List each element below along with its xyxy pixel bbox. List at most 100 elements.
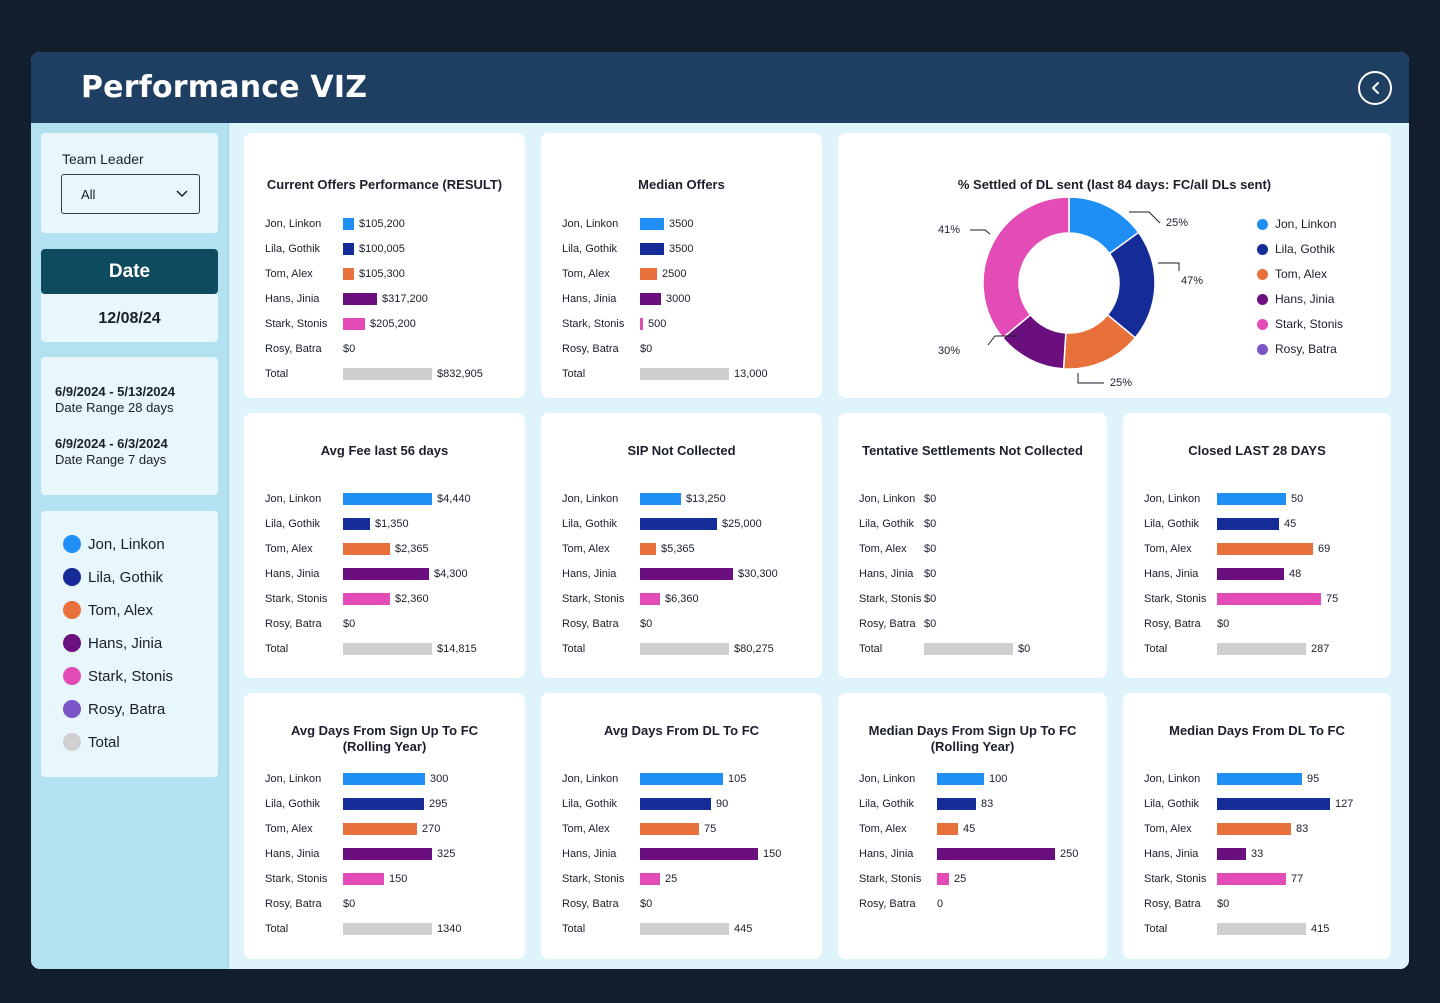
range-dates: 6/9/2024 - 6/3/2024 (55, 436, 168, 451)
row-label: Stark, Stonis (265, 593, 328, 605)
chart-row: Hans, Jinia $4,300 (265, 567, 516, 581)
team-leader-label: Team Leader (62, 151, 144, 167)
bar-value-label: 415 (1311, 923, 1330, 935)
date-panel: 12/08/24 (41, 294, 218, 342)
bar-value-label: 69 (1318, 543, 1331, 555)
row-label: Jon, Linkon (1144, 773, 1201, 785)
legend-label: Jon, Linkon (1275, 217, 1337, 231)
bar-value-label: 25 (665, 873, 678, 885)
chart-bar (1217, 873, 1286, 885)
chart-title: Avg Fee last 56 days (320, 443, 449, 458)
chart-title: Median Days From Sign Up To FC (Rolling … (868, 723, 1077, 754)
chart-row: Stark, Stonis 25 (859, 872, 1098, 886)
legend-dot-icon (63, 667, 81, 685)
row-label: Rosy, Batra (1144, 618, 1201, 630)
chart-row: Total $80,275 (562, 642, 813, 656)
chart-row: Stark, Stonis $2,360 (265, 592, 516, 606)
bar-value-label: $105,200 (359, 218, 405, 230)
chart-row: Lila, Gothik 295 (265, 797, 516, 811)
chart-bar (343, 848, 432, 860)
legend-label: Hans, Jinia (88, 634, 163, 652)
row-label: Rosy, Batra (265, 618, 322, 630)
bar-value-label: $832,905 (437, 368, 483, 380)
chart-bar (343, 773, 425, 785)
chart-bar (343, 873, 384, 885)
chart-bar (640, 823, 699, 835)
bar-value-label: 45 (963, 823, 976, 835)
team-leader-dropdown[interactable]: All (61, 174, 200, 214)
bar-value-label: $0 (924, 543, 937, 555)
chart-bar (640, 848, 758, 860)
chart-row: Lila, Gothik 90 (562, 797, 813, 811)
row-label: Rosy, Batra (562, 343, 619, 355)
chart-row: Stark, Stonis 25 (562, 872, 813, 886)
chart-row: Hans, Jinia 33 (1144, 847, 1382, 861)
chart-row: Hans, Jinia 3000 (562, 292, 813, 306)
chart-row: Lila, Gothik $1,350 (265, 517, 516, 531)
row-label: Jon, Linkon (265, 773, 322, 785)
chart-bar (640, 568, 733, 580)
legend-dot-icon (63, 700, 81, 718)
legend-dot-icon (1257, 218, 1268, 230)
row-label: Stark, Stonis (1144, 593, 1207, 605)
chart-row: Total 13,000 (562, 367, 813, 381)
chart-row: Jon, Linkon 50 (1144, 492, 1382, 506)
chart-bar (343, 568, 429, 580)
chart-bar (343, 643, 432, 655)
bar-value-label: 127 (1335, 798, 1354, 810)
chart-row: Rosy, Batra $0 (1144, 617, 1382, 631)
chart-row: Stark, Stonis 500 (562, 317, 813, 331)
chart-row: Lila, Gothik 45 (1144, 517, 1382, 531)
bar-value-label: $4,300 (434, 568, 468, 580)
bar-value-label: 150 (763, 848, 782, 860)
row-label: Hans, Jinia (1144, 848, 1199, 860)
bar-value-label: $105,300 (359, 268, 405, 280)
row-label: Lila, Gothik (562, 243, 618, 255)
back-button[interactable] (1358, 71, 1392, 105)
row-label: Rosy, Batra (1144, 898, 1201, 910)
row-label: Jon, Linkon (562, 493, 619, 505)
legend-dot-icon (1257, 293, 1268, 305)
row-label: Stark, Stonis (265, 873, 328, 885)
bar-value-label: 325 (437, 848, 456, 860)
legend-dot-icon (1257, 318, 1268, 330)
row-label: Hans, Jinia (1144, 568, 1199, 580)
chart-bar (640, 293, 661, 305)
chart-card: % Settled of DL sent (last 84 days: FC/a… (838, 133, 1391, 398)
legend-label: Tom, Alex (88, 601, 154, 619)
bar-value-label: 83 (981, 798, 994, 810)
row-label: Total (562, 643, 586, 655)
row-label: Total (265, 643, 289, 655)
row-label: Rosy, Batra (562, 898, 619, 910)
donut-percent-label: 25% (1110, 377, 1133, 389)
chart-bar (343, 268, 354, 280)
chart-bar (343, 368, 432, 380)
chart-bar (1217, 798, 1330, 810)
legend-label: Rosy, Batra (1275, 342, 1337, 356)
chart-row: Rosy, Batra $0 (1144, 897, 1382, 911)
bar-value-label: 270 (422, 823, 441, 835)
chart-row: Stark, Stonis $205,200 (265, 317, 516, 331)
chart-title: Median Offers (638, 177, 725, 192)
chart-row: Total $0 (859, 642, 1098, 656)
row-label: Tom, Alex (265, 543, 313, 555)
bar-value-label: $25,000 (722, 518, 762, 530)
donut-leader-line (970, 229, 991, 235)
bar-value-label: $317,200 (382, 293, 428, 305)
date-button[interactable]: Date (41, 249, 218, 294)
row-label: Rosy, Batra (265, 343, 322, 355)
row-label: Stark, Stonis (859, 593, 922, 605)
chart-bar (343, 243, 354, 255)
legend-label: Hans, Jinia (1275, 292, 1335, 306)
header: Performance VIZ (31, 52, 1409, 123)
row-label: Rosy, Batra (265, 898, 322, 910)
donut-legend-item: Stark, Stonis (1257, 317, 1343, 331)
chart-bar (937, 773, 984, 785)
bar-value-label: $0 (343, 898, 356, 910)
date-value: 12/08/24 (98, 310, 161, 327)
chart-title: SIP Not Collected (627, 443, 736, 458)
chart-title: % Settled of DL sent (last 84 days: FC/a… (957, 177, 1272, 192)
row-label: Hans, Jinia (265, 848, 320, 860)
range-dates: 6/9/2024 - 5/13/2024 (55, 384, 175, 399)
legend-item: Lila, Gothik (63, 567, 163, 587)
